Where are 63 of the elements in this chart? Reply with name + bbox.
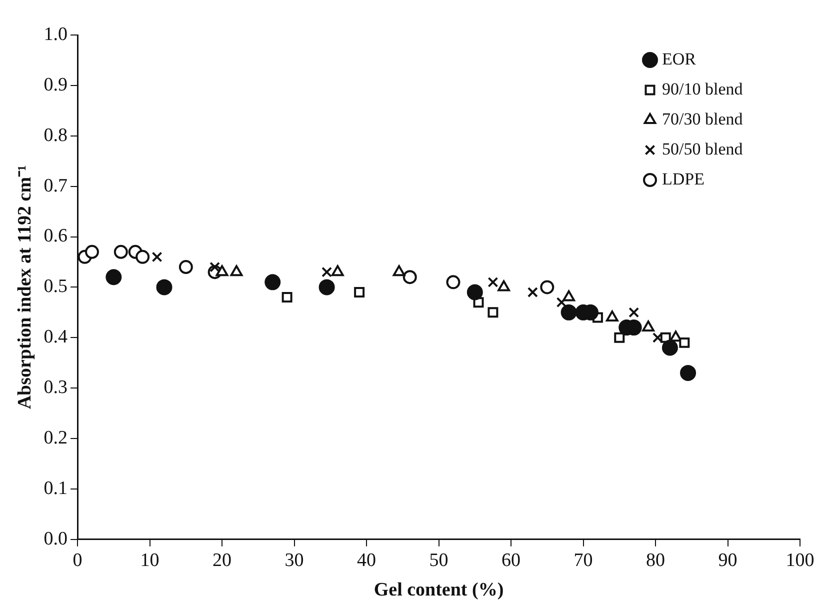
point — [152, 252, 162, 262]
point — [606, 310, 618, 322]
y-tick-label: 0.5 — [44, 276, 68, 298]
x-tick-label: 20 — [212, 550, 232, 571]
point — [318, 279, 335, 296]
point — [642, 320, 654, 332]
y-tick-label: 1.0 — [44, 24, 68, 45]
legend-label: EOR — [662, 49, 697, 68]
x-axis-title: Gel content (%) — [374, 580, 504, 601]
x-tick-label: 10 — [140, 550, 160, 571]
y-tick-label: 0.1 — [44, 478, 68, 499]
y-tick-label: 0.6 — [44, 226, 68, 247]
point — [446, 275, 460, 290]
y-tick-label: 0.4 — [44, 326, 68, 348]
point — [114, 244, 128, 259]
x-tick-label: 50 — [429, 550, 448, 571]
point — [488, 276, 498, 288]
y-tick-label: 0.3 — [44, 377, 68, 398]
point — [628, 307, 640, 318]
legend-label: 50/50 blend — [662, 139, 744, 158]
point — [216, 265, 228, 276]
x-tick-label: 70 — [574, 550, 593, 571]
x-tick-label: 90 — [718, 550, 738, 571]
x-tick-label: 80 — [646, 550, 666, 571]
point — [354, 287, 365, 298]
point — [562, 290, 576, 302]
x-tick-label: 60 — [502, 550, 521, 571]
y-tick-label: 0.7 — [44, 175, 68, 196]
legend-label: 90/10 blend — [662, 79, 744, 98]
point — [614, 332, 625, 343]
x-tick-label: 40 — [357, 550, 376, 571]
point — [680, 364, 696, 381]
point — [560, 304, 577, 320]
point — [156, 279, 172, 296]
y-tick-label: 0.9 — [44, 74, 68, 96]
point — [498, 280, 510, 292]
point — [662, 340, 678, 356]
y-tick-label: 0.2 — [44, 428, 68, 449]
point — [466, 284, 483, 300]
point — [136, 250, 150, 264]
y-tick-label: 0.8 — [44, 124, 68, 146]
point — [322, 266, 332, 278]
point — [527, 287, 538, 298]
point — [106, 269, 122, 286]
point — [85, 244, 99, 259]
y-axis-title: Absorption index at 1192 cm⁻¹ — [14, 165, 36, 410]
point — [282, 292, 292, 303]
x-tick-label: 100 — [786, 550, 814, 571]
point — [230, 265, 243, 276]
point — [331, 265, 344, 276]
point — [556, 297, 567, 308]
point — [540, 280, 554, 294]
point — [264, 274, 281, 290]
legend-label: LDPE — [662, 169, 704, 188]
y-tick-label: 0.0 — [44, 528, 68, 550]
x-tick-label: 30 — [284, 550, 304, 571]
legend-label: 70/30 blend — [662, 109, 744, 128]
point — [392, 265, 406, 276]
x-tick-label: 0 — [72, 550, 82, 571]
point — [402, 270, 417, 284]
point — [679, 337, 690, 348]
point — [178, 260, 193, 274]
point — [488, 307, 498, 318]
